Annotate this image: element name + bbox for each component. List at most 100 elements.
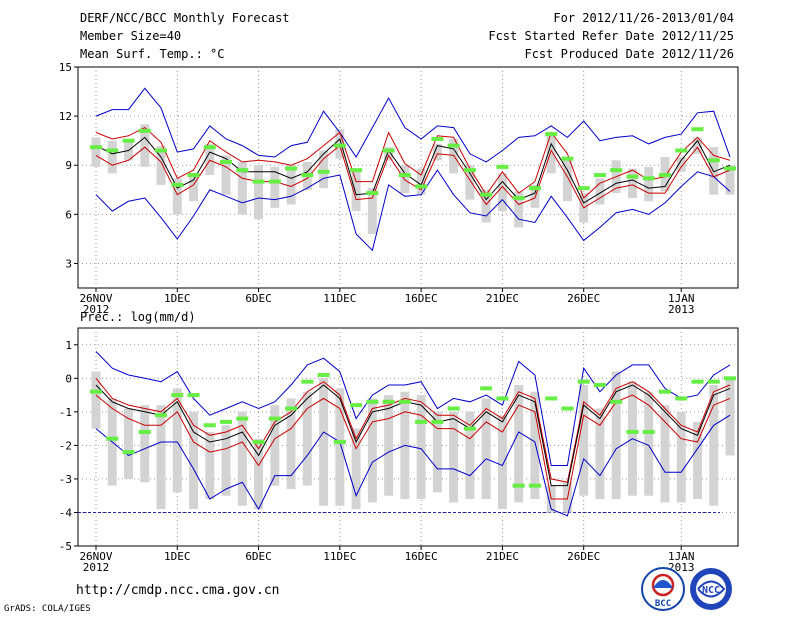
x-tick-label: 16DEC — [405, 550, 438, 563]
y-tick-label: -1 — [59, 406, 72, 419]
marker-dash — [155, 148, 168, 153]
ensemble-bar — [514, 191, 524, 228]
ensemble-bar — [432, 143, 442, 161]
marker-dash — [724, 376, 736, 381]
marker-dash — [138, 128, 151, 133]
ensemble-bar — [595, 178, 605, 205]
source-url[interactable]: http://cmdp.ncc.cma.gov.cn — [76, 583, 280, 598]
member-size: Member Size=40 — [80, 29, 182, 43]
marker-dash — [691, 379, 704, 384]
y-tick-label: 3 — [65, 257, 72, 270]
y-tick-label: 15 — [59, 61, 72, 74]
ensemble-bar — [432, 411, 442, 493]
ensemble-bar — [270, 166, 280, 208]
ensemble-bar — [91, 371, 101, 429]
ensemble-bar — [497, 415, 507, 510]
x-tick-year: 2013 — [668, 303, 695, 316]
y-tick-label: -5 — [59, 540, 72, 553]
marker-dash — [675, 396, 688, 401]
x-tick-label: 26NOV — [79, 292, 112, 305]
ensemble-bar — [465, 165, 475, 200]
marker-dash — [236, 168, 249, 173]
ensemble-bar — [725, 378, 735, 456]
marker-dash — [203, 423, 216, 428]
marker-dash — [577, 186, 590, 191]
marker-dash — [626, 174, 639, 179]
marker-dash — [90, 389, 102, 394]
ensemble-bar — [172, 178, 182, 215]
marker-dash — [187, 393, 200, 398]
ensemble-bar — [546, 134, 556, 174]
x-tick-label: 1JAN — [668, 292, 695, 305]
ensemble-bar — [481, 398, 491, 500]
spread-upper-line — [95, 126, 731, 199]
ensemble-bar — [497, 173, 507, 212]
marker-dash — [317, 169, 330, 174]
spread-lower-line — [95, 394, 731, 500]
ensemble-bar — [237, 161, 247, 215]
marker-dash — [658, 173, 671, 178]
ensemble-bar — [416, 395, 426, 500]
y-tick-label: -4 — [59, 506, 73, 519]
ensemble-bar — [140, 405, 150, 483]
ensemble-bar — [205, 143, 215, 176]
plot-frame — [77, 327, 739, 547]
ensemble-bar — [270, 405, 280, 486]
ensemble-mean-line — [95, 136, 731, 204]
min-line — [95, 169, 731, 252]
ncc-logo: NCC — [688, 566, 734, 612]
plot-frame — [77, 66, 739, 289]
forecast-period: For 2012/11/26-2013/01/04 — [553, 11, 734, 25]
x-tick-label: 1DEC — [164, 292, 191, 305]
marker-dash — [545, 396, 558, 401]
ensemble-bar — [676, 157, 686, 172]
ensemble-bar — [384, 147, 394, 161]
ensemble-bar — [514, 385, 524, 503]
ensemble-mean-line — [95, 384, 731, 487]
y-tick-label: -2 — [59, 439, 72, 452]
marker-dash — [593, 383, 606, 388]
marker-dash — [398, 399, 411, 404]
marker-dash — [285, 406, 298, 411]
marker-dash — [106, 436, 119, 441]
marker-dash — [106, 148, 119, 153]
ensemble-bar — [595, 408, 605, 500]
marker-dash — [724, 166, 736, 171]
ensemble-bar — [124, 139, 133, 161]
ensemble-bar — [660, 405, 670, 503]
ensemble-bar — [335, 388, 345, 506]
marker-dash — [545, 132, 558, 137]
chart-title: DERF/NCC/BCC Monthly Forecast — [80, 11, 290, 25]
produced-date: Fcst Produced Date 2012/11/26 — [524, 47, 734, 61]
marker-dash — [447, 406, 460, 411]
marker-dash — [463, 426, 476, 431]
marker-dash — [122, 450, 135, 455]
marker-dash — [707, 379, 720, 384]
marker-dash — [252, 179, 265, 184]
ensemble-bar — [189, 411, 199, 510]
ensemble-bar — [367, 188, 377, 234]
marker-dash — [366, 191, 379, 196]
marker-dash — [350, 403, 363, 408]
spread-lower-line — [95, 144, 731, 209]
marker-dash — [707, 158, 720, 163]
marker-dash — [171, 182, 184, 187]
ensemble-bar — [302, 391, 312, 486]
ensemble-bar — [254, 438, 264, 510]
x-tick-label: 1DEC — [164, 550, 191, 563]
marker-dash — [268, 179, 281, 184]
ensemble-bar — [416, 168, 426, 195]
y-tick-label: 0 — [65, 372, 72, 385]
x-tick-label: 6DEC — [245, 292, 272, 305]
spread-upper-line — [95, 377, 731, 483]
marker-dash — [252, 440, 265, 445]
x-tick-label: 26DEC — [567, 292, 600, 305]
ensemble-bar — [286, 398, 296, 489]
ensemble-bar — [91, 137, 101, 167]
marker-dash — [642, 176, 655, 181]
ensemble-bar — [562, 160, 572, 202]
x-tick-year: 2012 — [83, 303, 110, 316]
marker-dash — [90, 145, 102, 150]
ensemble-bar — [367, 398, 377, 503]
